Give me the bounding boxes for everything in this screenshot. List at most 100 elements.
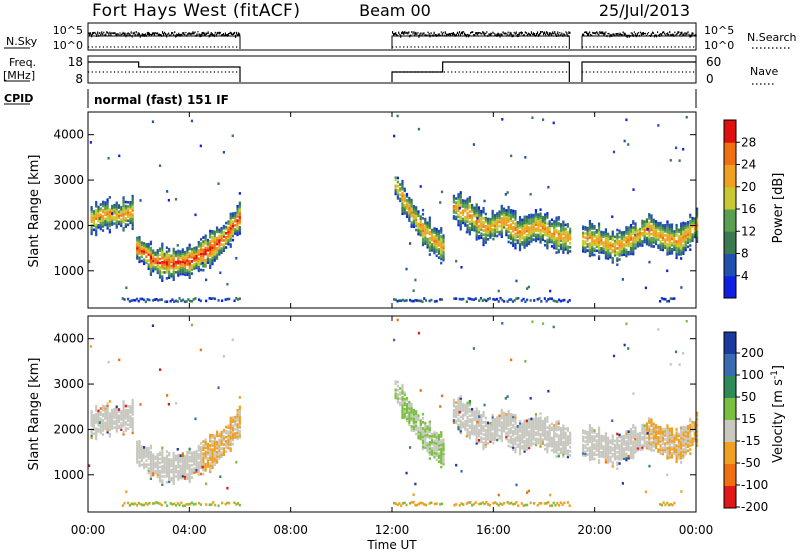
echo-cell: [161, 464, 164, 468]
echo-cell: [616, 251, 619, 254]
echo-cell: [209, 456, 212, 459]
echo-cell: [147, 469, 150, 473]
echo-cell: [437, 240, 441, 243]
echo-cell: [437, 244, 441, 247]
echo-cell: [199, 448, 203, 451]
echo-cell: [664, 297, 667, 301]
echo-cell: [557, 250, 560, 254]
echo-cell: [627, 444, 630, 448]
echo-cell: [231, 430, 235, 434]
echo-cell: [172, 251, 175, 255]
echo-cell: [236, 227, 239, 231]
sky-noise-point: [695, 34, 697, 37]
echo-cell: [544, 437, 547, 441]
echo-cell: [528, 436, 531, 440]
echo-cell: [457, 399, 460, 402]
echo-cell: [177, 476, 180, 479]
echo-cell: [584, 432, 587, 435]
echo-cell: [142, 466, 146, 470]
echo-cell: [591, 225, 594, 228]
sky-left-label: N.Sky: [6, 35, 38, 48]
echo-cell: [553, 232, 556, 236]
echo-cell: [618, 247, 621, 251]
echo-cell: [591, 243, 594, 247]
echo-cell: [659, 244, 662, 247]
echo-cell: [682, 147, 685, 151]
echo-cell: [179, 464, 182, 468]
echo-cell: [468, 434, 471, 438]
echo-cell: [566, 451, 569, 455]
echo-cell: [419, 425, 422, 429]
echo-cell: [428, 220, 431, 224]
echo-cell: [177, 459, 180, 463]
sky-noise-point: [614, 34, 616, 37]
echo-cell: [659, 236, 662, 239]
sky-noise-point: [237, 32, 240, 36]
echo-cell: [428, 434, 431, 438]
echo-cell: [523, 229, 526, 233]
echo-cell: [104, 421, 107, 425]
echo-cell: [518, 242, 522, 246]
echo-cell: [604, 446, 607, 450]
echo-cell: [595, 239, 598, 242]
sky-noise-traces: [87, 31, 697, 49]
echo-cell: [487, 217, 490, 221]
sky-noise-point: [189, 32, 191, 35]
echo-cell: [168, 472, 171, 475]
echo-cell: [188, 472, 191, 475]
echo-cell: [544, 239, 547, 243]
echo-cell: [473, 430, 476, 434]
echo-cell: [177, 474, 180, 477]
echo-cell: [525, 425, 528, 429]
echo-cell: [222, 449, 225, 452]
echo-cell: [641, 231, 644, 235]
echo-cell: [539, 445, 542, 448]
echo-cell: [516, 233, 519, 236]
echo-cell: [394, 390, 397, 394]
sky-noise-point: [455, 33, 458, 36]
echo-cell: [179, 254, 182, 258]
echo-cell: [108, 214, 111, 218]
echo-cell: [557, 234, 560, 238]
echo-cell: [220, 443, 223, 446]
echo-cell: [440, 247, 443, 251]
echo-cell: [636, 434, 639, 438]
echo-cell: [204, 454, 207, 458]
echo-cell: [604, 230, 607, 233]
sky-noise-point: [682, 34, 684, 37]
echo-cell: [682, 225, 685, 229]
sky-noise-point: [588, 32, 590, 36]
sky-noise-point: [534, 34, 537, 37]
echo-cell: [493, 232, 497, 236]
echo-cell: [111, 408, 114, 412]
echo-cell: [482, 429, 485, 432]
echo-cell: [670, 231, 674, 235]
echo-cell: [129, 407, 132, 410]
echo-cell: [607, 255, 610, 258]
echo-cell: [553, 434, 556, 437]
echo-cell: [127, 219, 130, 223]
echo-cell: [537, 237, 540, 241]
echo-cell: [523, 446, 526, 449]
echo-cell: [435, 440, 438, 443]
echo-cell: [521, 226, 524, 230]
echo-cell: [493, 216, 497, 219]
echo-cell: [509, 211, 512, 214]
sky-noise-point: [136, 34, 138, 37]
sky-noise-point: [93, 32, 95, 34]
echo-cell: [650, 218, 653, 222]
echo-cell: [115, 407, 118, 411]
echo-cell: [461, 409, 465, 412]
echo-cell: [426, 441, 429, 445]
echo-cell: [484, 239, 487, 242]
echo-cell: [209, 458, 212, 461]
echo-cell: [523, 240, 526, 243]
echo-cell: [659, 221, 662, 225]
echo-cell: [431, 236, 434, 240]
sky-noise-point: [596, 31, 598, 33]
echo-cell: [158, 249, 162, 253]
echo-cell: [496, 226, 499, 230]
echo-cell: [177, 465, 180, 469]
echo-cell: [492, 237, 495, 241]
echo-cell: [154, 461, 157, 465]
